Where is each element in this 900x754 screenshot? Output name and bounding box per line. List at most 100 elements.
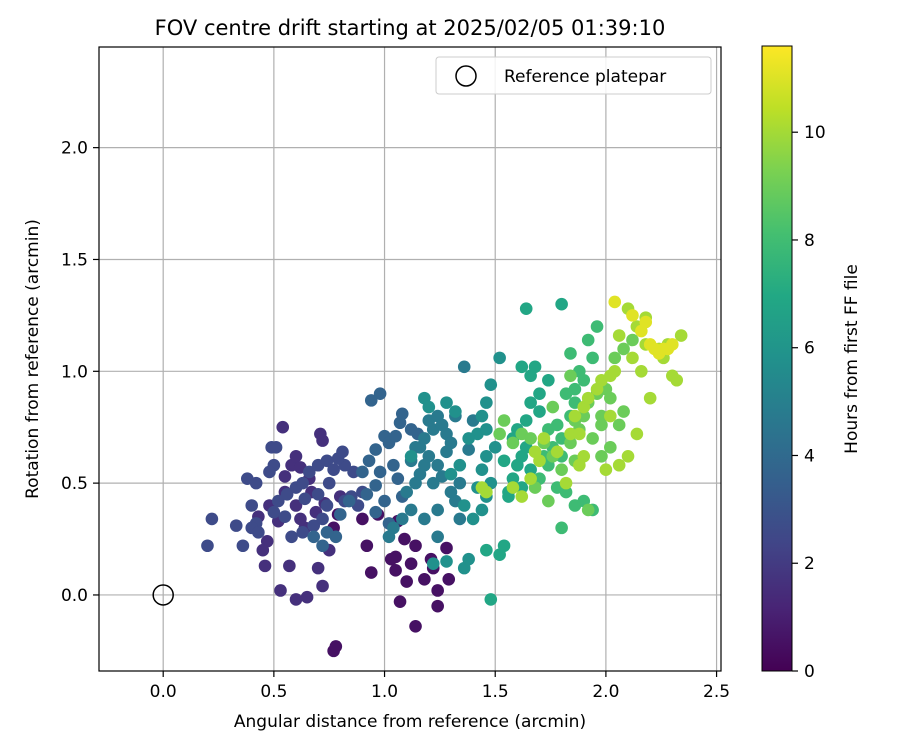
data-point (457, 360, 471, 374)
data-point (449, 405, 462, 418)
data-point (342, 494, 356, 508)
data-point (546, 400, 560, 414)
data-point (298, 492, 312, 506)
data-point (480, 485, 493, 499)
data-point (555, 297, 568, 311)
data-point (320, 499, 334, 512)
data-point (670, 373, 684, 387)
data-point (453, 458, 467, 472)
x-tick-label: 1.5 (482, 682, 509, 702)
y-tick-label: 0.5 (61, 474, 88, 494)
data-point (533, 387, 546, 400)
data-point (362, 454, 376, 468)
colorbar-gradient (761, 45, 793, 672)
data-point (626, 351, 639, 365)
data-point (418, 512, 431, 526)
data-point (488, 441, 502, 454)
data-point (635, 365, 648, 378)
colorbar: 0 2 4 6 8 10 Hours from first FF file (761, 45, 862, 682)
data-point (604, 441, 617, 454)
data-point (648, 342, 661, 356)
data-point (316, 539, 329, 553)
data-point (245, 499, 259, 512)
data-point (302, 465, 316, 479)
data-point (296, 476, 309, 490)
data-point (440, 445, 453, 459)
data-point (497, 454, 511, 468)
legend-marker-reference (455, 65, 477, 87)
legend: Reference platepar (435, 56, 712, 95)
data-point (327, 463, 340, 477)
y-tick-label: 0.0 (61, 586, 88, 606)
data-point (400, 575, 413, 588)
data-point (506, 472, 520, 485)
data-point (389, 429, 402, 443)
y-axis-label: Rotation from reference (arcmin) (23, 219, 43, 499)
data-point (612, 329, 626, 342)
data-point (537, 432, 551, 445)
data-point (356, 512, 369, 526)
data-point (475, 463, 489, 477)
data-point (389, 564, 402, 577)
data-point (307, 519, 321, 532)
colorbar-tick-label: 0 (804, 662, 815, 682)
data-point (612, 418, 626, 432)
data-point (322, 476, 336, 490)
data-point (278, 510, 292, 523)
data-point (404, 449, 418, 463)
data-point (674, 329, 688, 342)
x-tick-label: 1.0 (371, 682, 398, 702)
data-point (444, 467, 458, 481)
data-point (519, 414, 533, 427)
data-point (577, 449, 591, 463)
data-point (431, 530, 444, 544)
data-point (229, 519, 243, 532)
data-point (564, 347, 577, 360)
data-point (316, 579, 329, 593)
data-point (360, 488, 374, 501)
data-point (595, 418, 608, 432)
data-point (311, 561, 325, 575)
data-point (568, 382, 582, 396)
data-point (336, 445, 349, 459)
data-point (515, 360, 529, 374)
data-point (457, 499, 471, 512)
data-point (639, 315, 653, 329)
x-tick-label: 2.0 (592, 682, 619, 702)
data-point (256, 543, 270, 557)
data-point (595, 409, 608, 423)
data-point (316, 512, 329, 526)
colorbar-tick-label: 2 (804, 554, 815, 574)
data-point (440, 396, 453, 409)
data-point (462, 432, 475, 445)
data-point (369, 443, 382, 456)
data-point (289, 499, 303, 512)
data-point (515, 490, 529, 503)
reference-platepar-marker (152, 584, 174, 606)
y-axis: 0.0 0.5 1.0 1.5 2.0 (61, 139, 99, 606)
data-point (595, 449, 608, 463)
y-tick-label: 1.0 (61, 362, 88, 382)
data-point (258, 559, 272, 573)
data-point (356, 465, 369, 479)
y-tick-label: 2.0 (61, 139, 88, 159)
data-point (581, 333, 595, 347)
data-point (453, 512, 467, 526)
data-point (316, 434, 329, 447)
data-point (364, 566, 378, 579)
colorbar-tick-label: 4 (804, 446, 815, 466)
data-point (236, 539, 250, 553)
legend-label-reference: Reference platepar (504, 67, 666, 87)
data-point (542, 373, 555, 387)
data-point (475, 503, 489, 517)
data-point (296, 526, 309, 539)
data-point (493, 427, 506, 441)
data-point (285, 530, 298, 544)
data-point (329, 640, 343, 653)
data-point (586, 351, 599, 365)
data-point (480, 423, 493, 436)
data-points (152, 295, 688, 658)
data-point (395, 407, 409, 421)
data-point (426, 557, 440, 570)
grid-lines (99, 47, 721, 671)
